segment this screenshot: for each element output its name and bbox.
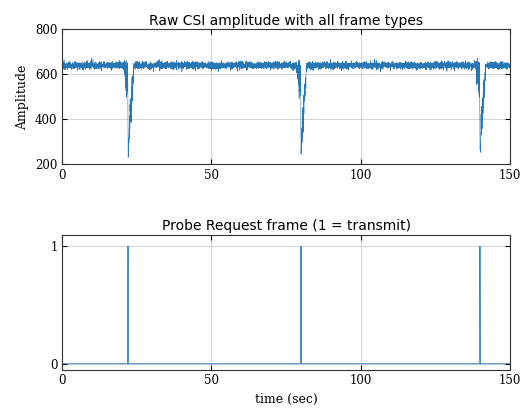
Title: Raw CSI amplitude with all frame types: Raw CSI amplitude with all frame types [149,14,423,28]
Y-axis label: Amplitude: Amplitude [17,64,30,130]
Title: Probe Request frame (1 = transmit): Probe Request frame (1 = transmit) [162,219,410,234]
X-axis label: time (sec): time (sec) [255,393,317,406]
